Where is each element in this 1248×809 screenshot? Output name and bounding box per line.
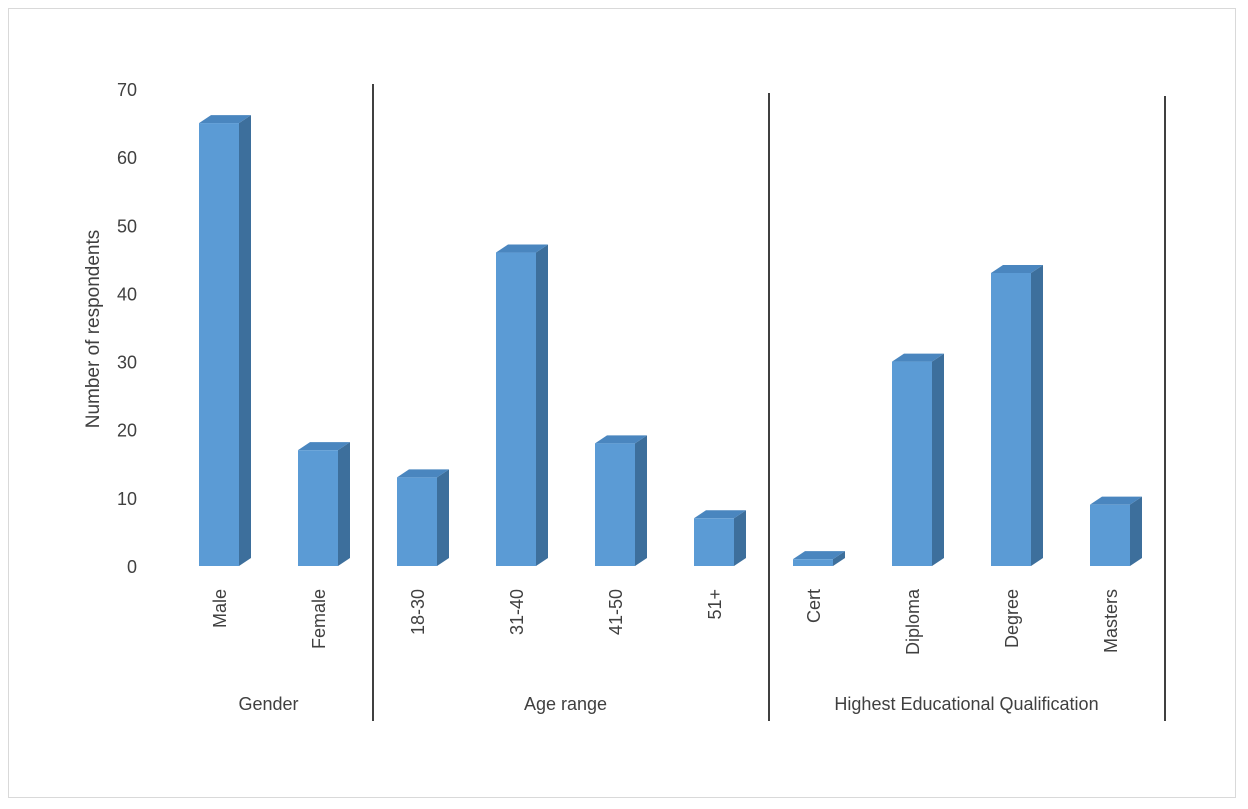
bar-top bbox=[991, 264, 1043, 273]
x-tick-labels: Male Female 18-30 31-40 41-50 51+ Cert Diploma D… bbox=[210, 588, 1121, 655]
x-tick-label: 51+ bbox=[705, 589, 725, 620]
bar-top bbox=[892, 353, 944, 362]
bar-front bbox=[298, 450, 338, 566]
x-tick-label: Degree bbox=[1002, 589, 1022, 648]
bar-side bbox=[239, 115, 251, 567]
y-tick-label: 20 bbox=[117, 421, 137, 441]
bar-top bbox=[397, 469, 449, 478]
y-tick-label: 10 bbox=[117, 489, 137, 509]
bar-chart: 0 10 20 30 40 50 60 70 Number of respondents Ma… bbox=[83, 80, 1166, 721]
bar-front bbox=[397, 477, 437, 566]
y-tick-label: 60 bbox=[117, 148, 137, 168]
chart-frame: 0 10 20 30 40 50 60 70 Number of respondents Ma… bbox=[8, 8, 1236, 798]
bar-front bbox=[694, 518, 734, 566]
y-tick-label: 50 bbox=[117, 216, 137, 236]
bar-top bbox=[298, 442, 350, 451]
bar-front bbox=[892, 361, 932, 566]
bar-side bbox=[1031, 264, 1043, 566]
bar-top bbox=[199, 115, 251, 124]
bar bbox=[793, 551, 845, 566]
x-tick-label: Diploma bbox=[903, 588, 923, 655]
group-dividers bbox=[372, 84, 1166, 721]
bar-side bbox=[734, 510, 746, 566]
bar bbox=[1090, 496, 1142, 566]
y-axis-title: Number of respondents bbox=[83, 230, 104, 429]
bar bbox=[496, 244, 548, 567]
bar-front bbox=[496, 252, 536, 567]
group-labels: Gender Age range Highest Educational Quali… bbox=[238, 694, 1098, 714]
group-label: Highest Educational Qualification bbox=[834, 694, 1098, 714]
x-tick-label: Male bbox=[210, 589, 230, 628]
bar-side bbox=[338, 442, 350, 566]
x-tick-label: Female bbox=[309, 589, 329, 649]
bar-front bbox=[1090, 504, 1130, 566]
bar-side bbox=[536, 244, 548, 567]
bar-top bbox=[793, 551, 845, 560]
bar-side bbox=[932, 353, 944, 566]
y-tick-label: 30 bbox=[117, 353, 137, 373]
bar-front bbox=[991, 272, 1031, 566]
bar bbox=[991, 264, 1043, 566]
bar-front bbox=[793, 559, 833, 566]
x-tick-label: 31-40 bbox=[507, 589, 527, 635]
bar-side bbox=[437, 469, 449, 566]
bars bbox=[199, 115, 1142, 567]
bar-side bbox=[833, 551, 845, 566]
group-label: Age range bbox=[524, 694, 607, 714]
bar-front bbox=[199, 123, 239, 567]
y-tick-label: 70 bbox=[117, 80, 137, 100]
bar bbox=[694, 510, 746, 566]
bar bbox=[199, 115, 251, 567]
bar-front bbox=[595, 443, 635, 566]
bar bbox=[595, 435, 647, 566]
x-tick-label: 18-30 bbox=[408, 589, 428, 635]
bar bbox=[397, 469, 449, 566]
y-tick-label: 0 bbox=[127, 557, 137, 577]
bar-top bbox=[1090, 496, 1142, 505]
group-label: Gender bbox=[238, 694, 298, 714]
x-tick-label: Masters bbox=[1101, 589, 1121, 653]
bar-top bbox=[496, 244, 548, 253]
y-axis: 0 10 20 30 40 50 60 70 bbox=[117, 80, 137, 577]
bar-side bbox=[1130, 496, 1142, 566]
y-tick-label: 40 bbox=[117, 284, 137, 304]
x-tick-label: Cert bbox=[804, 589, 824, 623]
bar-top bbox=[694, 510, 746, 519]
bar-top bbox=[595, 435, 647, 444]
x-tick-label: 41-50 bbox=[606, 589, 626, 635]
bar-side bbox=[635, 435, 647, 566]
bar bbox=[892, 353, 944, 566]
bar bbox=[298, 442, 350, 566]
